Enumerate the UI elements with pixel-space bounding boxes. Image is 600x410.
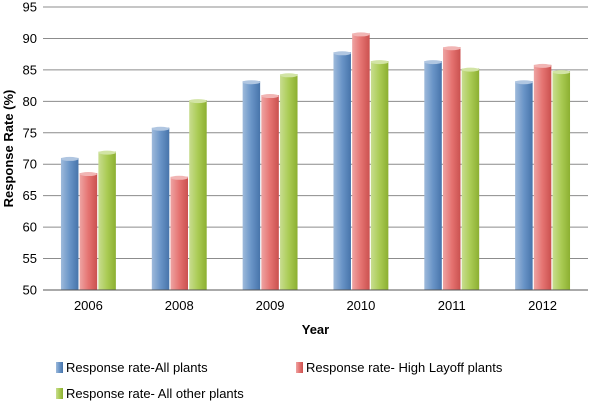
- bars: [60, 32, 571, 291]
- y-axis-ticks: 50 55 60 65 70 75 80 85 90 95: [23, 0, 37, 298]
- legend-swatch: [56, 362, 63, 373]
- legend-label: Response rate-All plants: [66, 360, 208, 375]
- grid-lines: [43, 6, 588, 291]
- x-axis-title: Year: [302, 322, 329, 337]
- x-tick-label: 2012: [528, 298, 557, 313]
- bar-top-cap: [280, 73, 298, 78]
- bar: [170, 176, 188, 290]
- y-axis-title: Response Rate (%): [1, 90, 16, 208]
- y-tick-label: 90: [23, 31, 37, 46]
- bar: [443, 47, 461, 291]
- bar: [280, 74, 298, 291]
- bar: [189, 100, 207, 290]
- legend-label: Response rate- All other plants: [66, 386, 244, 401]
- bar: [461, 68, 480, 291]
- y-tick-label: 95: [23, 0, 37, 15]
- bar-top-cap: [370, 60, 389, 65]
- y-tick-label: 55: [23, 251, 37, 266]
- bar-top-cap: [170, 175, 188, 180]
- bar-top-cap: [352, 32, 370, 37]
- x-tick-label: 2010: [346, 298, 375, 313]
- x-tick-label: 2011: [438, 298, 466, 313]
- bar-top-cap: [533, 63, 552, 68]
- bar: [533, 64, 552, 290]
- bar-top-cap: [242, 80, 261, 85]
- legend-swatch: [296, 362, 303, 373]
- bar-top-cap: [424, 60, 442, 65]
- bar: [261, 95, 279, 291]
- bar-top-cap: [261, 94, 279, 99]
- x-axis-ticks: 2006 2008 2009 2010 2011 2012: [74, 298, 557, 313]
- x-tick-label: 2009: [256, 298, 285, 313]
- legend-label: Response rate- High Layoff plants: [306, 360, 503, 375]
- y-tick-label: 70: [23, 157, 37, 172]
- y-tick-label: 60: [23, 220, 37, 235]
- bar: [79, 173, 98, 290]
- y-tick-label: 50: [23, 283, 37, 298]
- bar: [151, 127, 170, 290]
- y-tick-label: 75: [23, 125, 37, 140]
- y-tick-label: 85: [23, 62, 37, 77]
- bar-top-cap: [151, 126, 170, 131]
- bar-top-cap: [333, 51, 351, 56]
- bar: [98, 151, 116, 290]
- bar-top-cap: [461, 67, 480, 72]
- y-tick-label: 65: [23, 188, 37, 203]
- bar-top-cap: [552, 70, 571, 75]
- bar: [242, 81, 261, 290]
- bar-top-cap: [79, 172, 98, 177]
- bar: [515, 81, 533, 290]
- bar: [370, 61, 389, 291]
- y-tick-label: 80: [23, 94, 37, 109]
- legend-swatch: [56, 388, 63, 399]
- bar-top-cap: [60, 156, 79, 161]
- x-tick-label: 2008: [165, 298, 194, 313]
- bar: [424, 61, 442, 291]
- bar-top-cap: [98, 150, 116, 155]
- bar: [552, 71, 571, 290]
- x-tick-label: 2006: [74, 298, 103, 313]
- bar: [333, 52, 351, 290]
- bar: [60, 157, 79, 290]
- legend: Response rate-All plants Response rate- H…: [56, 360, 503, 401]
- bar-top-cap: [515, 80, 533, 85]
- bar-top-cap: [189, 99, 207, 104]
- bar-top-cap: [443, 46, 461, 51]
- bar: [352, 33, 370, 291]
